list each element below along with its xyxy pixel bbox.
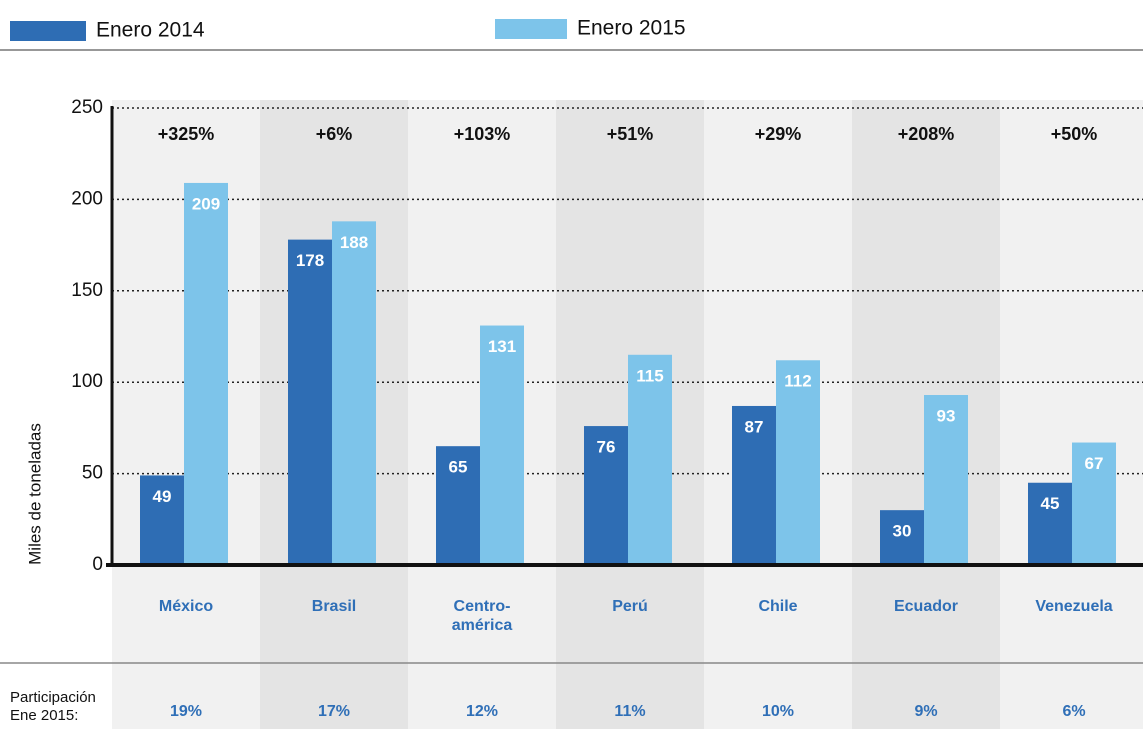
- legend-label: Enero 2014: [96, 19, 205, 42]
- data-label: 115: [636, 366, 663, 385]
- change-label: +208%: [898, 124, 955, 144]
- data-label: 188: [340, 233, 368, 252]
- change-label: +50%: [1051, 124, 1098, 144]
- x-tick-label: Brasil: [312, 598, 356, 615]
- bar: [140, 475, 184, 565]
- change-label: +103%: [454, 124, 511, 144]
- y-tick-label: 0: [92, 554, 103, 575]
- x-tick-label: México: [159, 598, 213, 615]
- bar: [1028, 482, 1072, 565]
- participation-value: 6%: [1062, 703, 1085, 720]
- legend-swatch: [495, 19, 567, 39]
- data-label: 67: [1085, 454, 1104, 473]
- change-label: +6%: [316, 124, 353, 144]
- bar: [880, 510, 924, 565]
- data-label: 87: [745, 417, 764, 436]
- bar: [628, 354, 672, 565]
- data-label: 112: [784, 372, 811, 391]
- participation-value: 11%: [614, 703, 645, 720]
- x-tick-label: Venezuela: [1035, 598, 1112, 615]
- bar: [288, 239, 332, 565]
- bar: [480, 325, 524, 565]
- x-tick-label: Centro-américa: [452, 598, 513, 634]
- data-label: 49: [153, 487, 172, 506]
- bar: [924, 394, 968, 565]
- y-tick-label: 200: [71, 188, 103, 209]
- participation-value: 10%: [762, 703, 794, 720]
- participation-value: 12%: [466, 703, 498, 720]
- change-label: +51%: [607, 124, 654, 144]
- x-tick-label: Ecuador: [894, 598, 958, 615]
- participation-value: 9%: [914, 703, 937, 720]
- bar: [332, 221, 376, 565]
- change-label: +325%: [158, 124, 215, 144]
- legend-label: Enero 2015: [577, 17, 686, 40]
- x-tick-label: Perú: [612, 598, 648, 615]
- data-label: 178: [296, 251, 324, 270]
- bar: [776, 360, 820, 565]
- participation-value: 19%: [170, 703, 202, 720]
- bar: [1072, 442, 1116, 565]
- y-axis-title: Miles de toneladas: [25, 423, 44, 565]
- data-label: 45: [1041, 494, 1060, 513]
- participation-label: Participación Ene 2015:: [10, 689, 96, 724]
- y-tick-label: 250: [71, 97, 103, 118]
- data-label: 30: [893, 522, 912, 541]
- data-label: 65: [449, 458, 468, 477]
- data-label: 131: [488, 337, 516, 356]
- bar: [184, 182, 228, 565]
- y-tick-label: 100: [71, 371, 103, 392]
- x-tick-label: Chile: [758, 598, 797, 615]
- change-label: +29%: [755, 124, 802, 144]
- legend-swatch: [10, 21, 86, 41]
- column-band: [1000, 100, 1143, 729]
- bar: [732, 405, 776, 565]
- bar: [436, 446, 480, 565]
- participation-value: 17%: [318, 703, 350, 720]
- y-tick-label: 50: [82, 463, 103, 484]
- data-label: 209: [192, 194, 220, 213]
- data-label: 76: [597, 438, 616, 457]
- bar: [584, 426, 628, 565]
- y-tick-label: 150: [71, 280, 103, 301]
- data-label: 93: [937, 406, 956, 425]
